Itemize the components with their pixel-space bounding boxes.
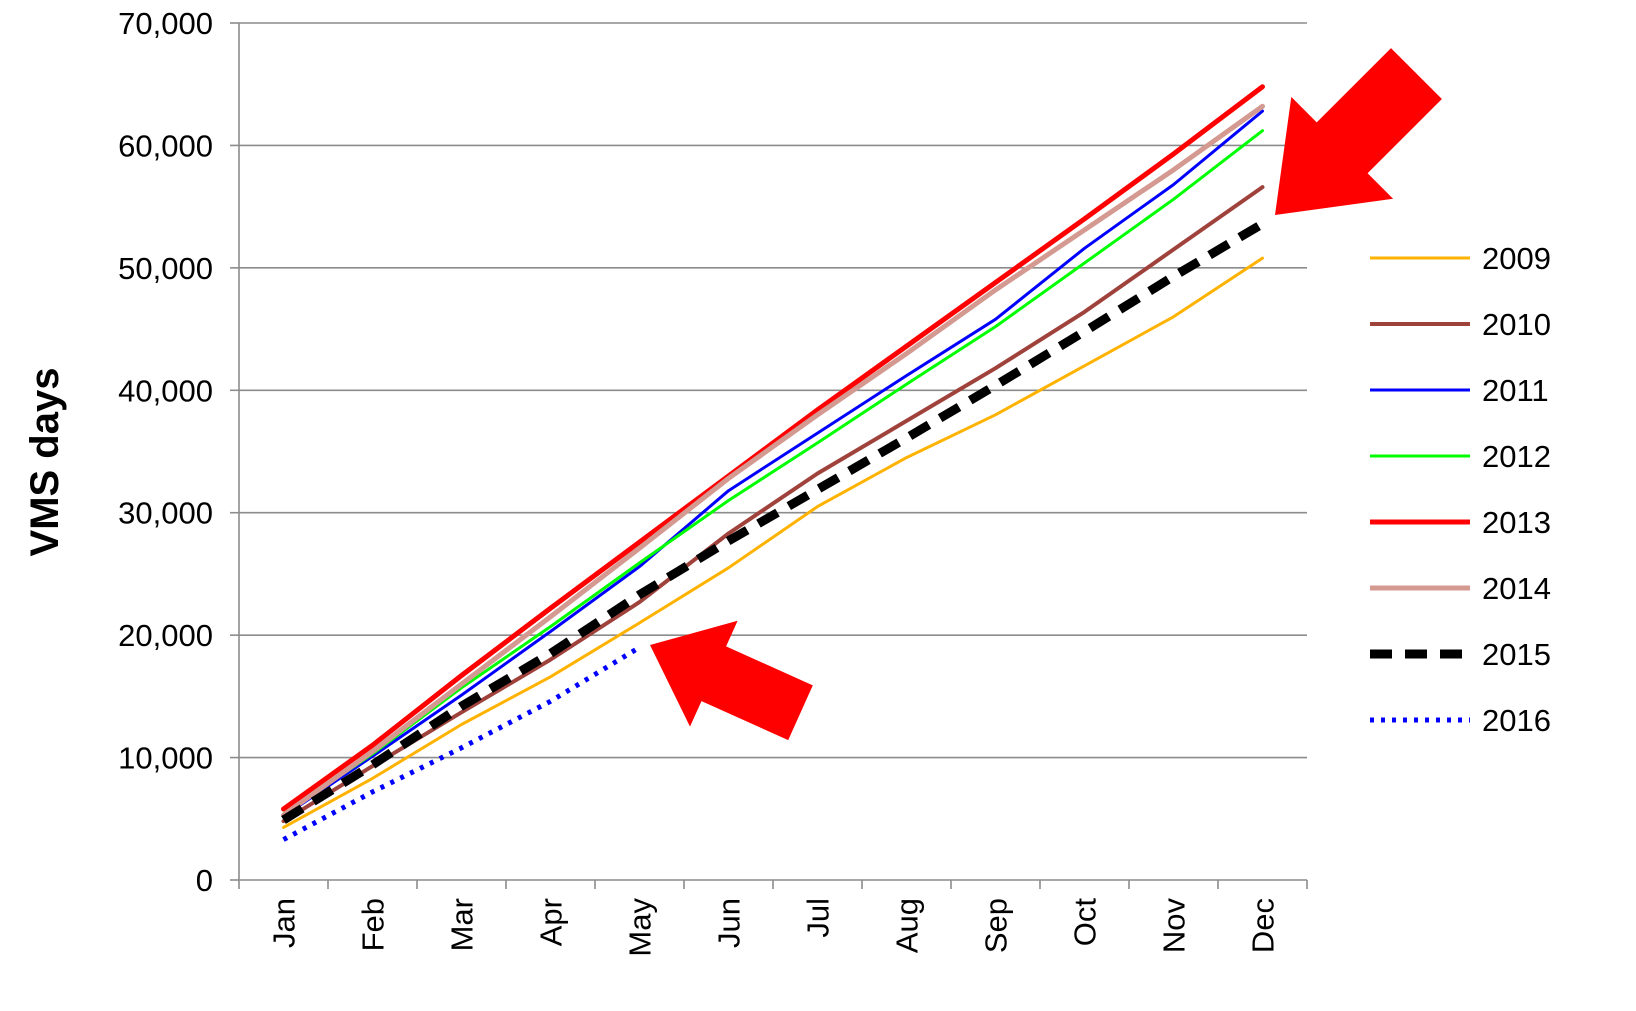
axes [230, 22, 1308, 889]
legend-item-2011: 2011 [1370, 373, 1549, 408]
y-tick-label: 40,000 [118, 373, 213, 408]
legend-item-2009: 2009 [1370, 241, 1551, 276]
series-lines [281, 84, 1265, 842]
arrow-may-annotation [650, 620, 813, 741]
x-tick-label: Nov [1157, 898, 1192, 954]
legend-label: 2010 [1482, 307, 1551, 342]
x-tick-label: Jul [801, 898, 836, 938]
arrow-dec-annotation [1275, 48, 1442, 215]
legend-label: 2016 [1482, 703, 1551, 738]
legend-label: 2012 [1482, 439, 1551, 474]
x-tick-label: Mar [445, 898, 480, 951]
legend-item-2014: 2014 [1370, 571, 1551, 606]
x-tick-label: Feb [356, 898, 391, 951]
series-line-2009 [282, 256, 1264, 829]
series-line-2011 [282, 109, 1264, 818]
x-tick-label: Jan [267, 898, 302, 948]
y-tick-label: 0 [196, 863, 213, 898]
series-line-2014 [281, 103, 1265, 818]
annotation-arrows [650, 48, 1442, 741]
x-tick-label: May [623, 898, 658, 957]
legend-label: 2009 [1482, 241, 1551, 276]
legend-item-2012: 2012 [1370, 439, 1551, 474]
legend: 2009 2010 2011 2012 2013 2014 2015 2016 [1370, 241, 1551, 738]
y-tick-label: 70,000 [118, 6, 213, 41]
x-tick-label: Sep [979, 898, 1014, 953]
legend-item-2015: 2015 [1370, 637, 1551, 672]
legend-label: 2014 [1482, 571, 1551, 606]
y-tick-label: 10,000 [118, 741, 213, 776]
legend-label: 2015 [1482, 637, 1551, 672]
series-line-2012 [282, 129, 1264, 816]
x-tick-label: Dec [1246, 898, 1281, 953]
legend-item-2010: 2010 [1370, 307, 1551, 342]
x-tick-label: Aug [890, 898, 925, 953]
series-line-2013 [281, 84, 1265, 812]
y-tick-label: 50,000 [118, 251, 213, 286]
x-tick-labels: Jan Feb Mar Apr May Jun Jul Aug Sep Oct Nov Dec [267, 898, 1281, 957]
x-tick-label: Jun [712, 898, 747, 948]
y-tick-labels: 0 10,000 20,000 30,000 40,000 50,000 60,000 70,… [118, 6, 213, 898]
x-tick-label: Oct [1068, 898, 1103, 947]
y-axis-label: VMS days [23, 368, 67, 557]
series-line-2015 [281, 219, 1265, 824]
gridlines [239, 22, 1307, 759]
series-line-2016 [282, 645, 641, 842]
y-tick-label: 30,000 [118, 496, 213, 531]
y-tick-label: 20,000 [118, 618, 213, 653]
x-tick-label: Apr [534, 898, 569, 946]
y-tick-label: 60,000 [118, 128, 213, 163]
legend-label: 2011 [1482, 373, 1549, 408]
legend-item-2013: 2013 [1370, 505, 1551, 540]
legend-label: 2013 [1482, 505, 1551, 540]
legend-item-2016: 2016 [1370, 703, 1551, 738]
